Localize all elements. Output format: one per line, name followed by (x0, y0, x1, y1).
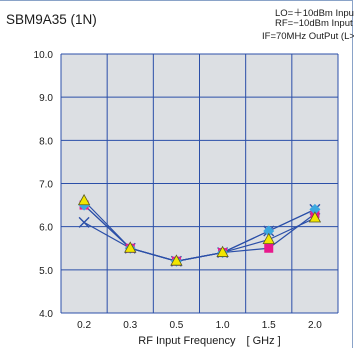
series-line (83, 200, 316, 262)
y-tick-label: 8.0 (39, 136, 53, 147)
data-point-triangle (308, 211, 322, 223)
x-tick-label: 1.5 (262, 320, 276, 331)
y-tick-label: 4.0 (39, 309, 53, 320)
x-tick-label: 1.0 (216, 320, 230, 331)
x-tick-label: 0.2 (77, 320, 91, 331)
data-point-triangle (216, 245, 229, 257)
data-point-triangle (124, 241, 137, 253)
data-point-diamond (309, 203, 321, 215)
condition-rf: RF=−10dBm Input (275, 18, 353, 29)
data-point-triangle (262, 232, 275, 245)
y-tick-label: 6.0 (39, 223, 53, 234)
data-point-triangle (77, 193, 91, 206)
y-tick-label: 9.0 (39, 93, 53, 104)
chart-title: SBM9A35 (1N) (6, 12, 97, 27)
x-tick-label: 2.0 (308, 320, 322, 331)
data-point-x (78, 216, 90, 228)
y-tick-label: 5.0 (39, 266, 53, 277)
condition-lo: LO=＋10dBm Input (275, 8, 354, 19)
condition-if: IF=70MHz OutPut (L>R) (262, 31, 354, 42)
y-tick-label: 7.0 (39, 180, 53, 191)
x-tick-label: 0.5 (169, 320, 183, 331)
y-tick-label: 10.0 (34, 50, 54, 61)
data-point-triangle (170, 254, 183, 266)
x-axis-label: RF Input Frequency [ GHz ] (138, 335, 280, 347)
x-tick-label: 0.3 (123, 320, 137, 331)
data-point-diamond (263, 225, 275, 237)
data-point-square (264, 243, 274, 253)
